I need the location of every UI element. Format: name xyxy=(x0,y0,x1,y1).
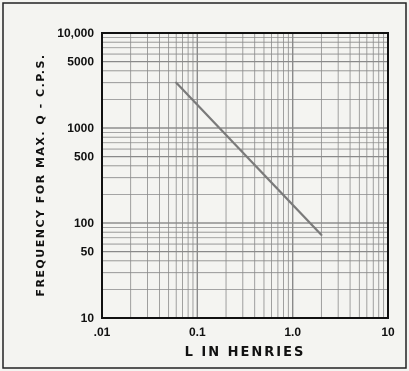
y-axis-label: FREQUENCY FOR MAX. Q - C.P.S. xyxy=(34,53,47,296)
grid-layer xyxy=(101,32,389,319)
series-line xyxy=(175,81,323,236)
x-axis-label: L IN HENRIES xyxy=(185,345,306,360)
outer-border xyxy=(2,2,407,369)
plot-frame xyxy=(101,32,389,319)
y-tick-label: 100 xyxy=(74,216,94,230)
y-tick-label: 5000 xyxy=(67,55,94,69)
x-tick-label: .01 xyxy=(94,325,111,339)
x-tick-labels: .01 0.1 1.0 10 xyxy=(94,325,395,339)
x-tick-label: 10 xyxy=(381,325,395,339)
x-tick-label: 1.0 xyxy=(284,325,301,339)
x-tick-label: 0.1 xyxy=(189,325,206,339)
y-tick-label: 50 xyxy=(81,245,95,259)
y-tick-label: 1000 xyxy=(67,121,94,135)
y-tick-label: 10 xyxy=(81,311,95,325)
y-tick-label: 500 xyxy=(74,150,94,164)
y-tick-labels: 10 50 100 500 1000 5000 10,000 xyxy=(57,26,94,325)
y-tick-label: 10,000 xyxy=(57,26,94,40)
series-layer xyxy=(175,81,323,236)
